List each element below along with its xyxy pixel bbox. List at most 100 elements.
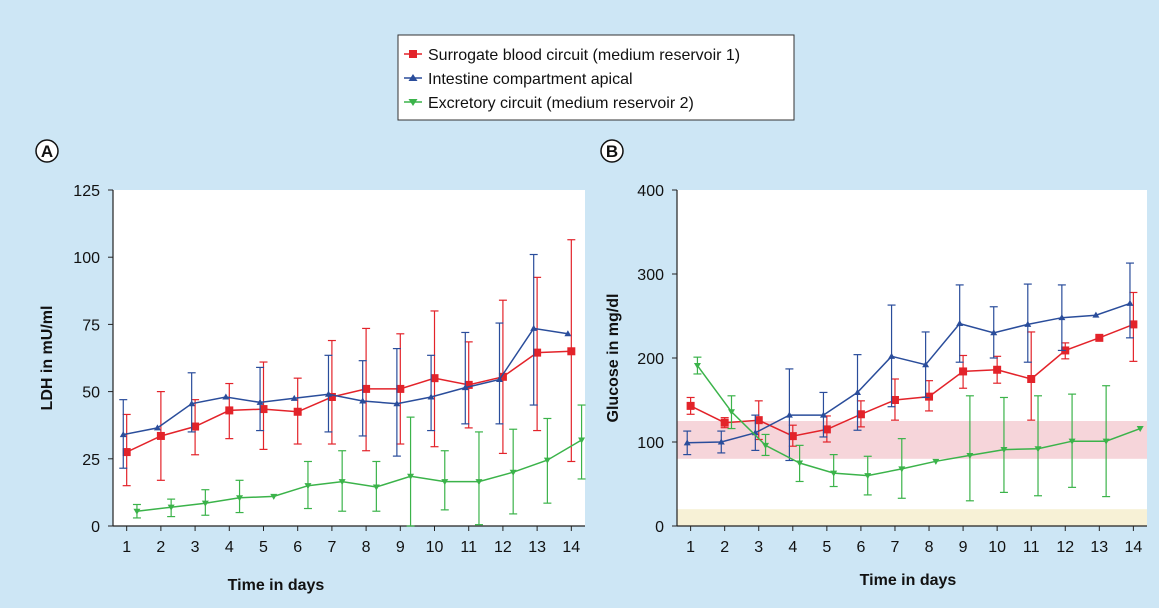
panel-a-badge xyxy=(35,139,59,163)
panel-b-excretory-point xyxy=(932,458,940,465)
panel-b-intestine-point xyxy=(854,388,862,395)
panel-b-excretory-point xyxy=(898,466,906,473)
panel-b-surrogate-point xyxy=(788,432,797,441)
panel-a-surrogate-point xyxy=(430,374,439,383)
panel-a-series-surrogate xyxy=(122,239,576,487)
legend-marker-surrogate xyxy=(409,50,417,58)
panel-b-intestine-point xyxy=(1058,314,1066,321)
panel-b-band-1 xyxy=(677,509,1147,526)
panel-b-intestine-point xyxy=(785,411,793,418)
panel-b-y-tick-label: 400 xyxy=(637,183,664,200)
panel-a-surrogate-point xyxy=(567,347,576,356)
panel-b-surrogate-point xyxy=(754,416,763,425)
panel-a-x-tick-label: 14 xyxy=(562,539,580,556)
legend: Surrogate blood circuit (medium reservoi… xyxy=(397,34,795,121)
panel-b-excretory-point xyxy=(727,409,735,416)
panel-b-excretory-point xyxy=(1102,438,1110,445)
panel-b-x-tick-label: 1 xyxy=(686,539,695,556)
panel-a-x-tick-label: 8 xyxy=(362,539,371,556)
panel-b-excretory-point xyxy=(864,473,872,480)
panel-b-surrogate-point xyxy=(822,425,831,434)
panel-b-y-tick-label: 100 xyxy=(637,435,664,452)
panel-b-x-tick-label: 5 xyxy=(822,539,831,556)
panel-a-intestine-point xyxy=(324,390,332,397)
panel-b-x-tick-label: 13 xyxy=(1090,539,1108,556)
panel-b-intestine-point xyxy=(956,320,964,327)
panel-a-intestine-point xyxy=(119,431,127,438)
panel-b-intestine-point xyxy=(1092,311,1100,318)
panel-b-excretory-line xyxy=(696,365,1141,477)
panel-a-excretory-point xyxy=(236,495,244,502)
panel-a-surrogate-point xyxy=(191,422,200,431)
panel-b-surrogate-point xyxy=(1095,333,1104,342)
panel-b-intestine-point xyxy=(819,411,827,418)
panel-a-excretory-point xyxy=(133,508,141,515)
panel-a-intestine-point xyxy=(359,397,367,404)
panel-b-surrogate-point xyxy=(856,410,865,419)
panel-a-intestine-point xyxy=(222,393,230,400)
panel-a-intestine-point xyxy=(530,324,538,331)
panel-a-excretory-point xyxy=(304,483,312,490)
panel-b-intestine-point xyxy=(990,329,998,336)
panel-a-surrogate-point xyxy=(259,405,268,414)
panel-a-x-tick-label: 2 xyxy=(156,539,165,556)
panel-b-x-tick-label: 7 xyxy=(891,539,900,556)
panel-a-x-tick-label: 7 xyxy=(327,539,336,556)
legend-marker-intestine xyxy=(408,74,418,81)
panel-a-y-tick-label: 100 xyxy=(73,250,100,267)
panel-b-intestine-point xyxy=(1126,299,1134,306)
panel-b-x-tick-label: 3 xyxy=(754,539,763,556)
panel-b-excretory-point xyxy=(1000,447,1008,454)
panel-a-letter: A xyxy=(41,142,53,161)
panel-a-excretory-point xyxy=(441,479,449,486)
panel-a-intestine-point xyxy=(461,384,469,391)
panel-a-intestine-point xyxy=(564,330,572,337)
panel-b-y-axis-title: Glucose in mg/dl xyxy=(605,294,622,423)
panel-a-intestine-point xyxy=(427,393,435,400)
panel-b-x-tick-label: 4 xyxy=(788,539,797,556)
panel-a-x-tick-label: 9 xyxy=(396,539,405,556)
panel-b-surrogate-point xyxy=(925,392,934,401)
panel-b-intestine-point xyxy=(717,438,725,445)
panel-a-intestine-point xyxy=(153,424,161,431)
legend-item-excretory: Excretory circuit (medium reservoir 2) xyxy=(404,95,694,112)
panel-a-intestine-point xyxy=(290,394,298,401)
panel-a-surrogate-point xyxy=(362,384,371,393)
panel-a-series-excretory xyxy=(132,404,586,527)
panel-b-badge xyxy=(600,139,624,163)
panel-a-surrogate-line xyxy=(126,350,572,453)
panel-b-excretory-point xyxy=(1136,426,1144,433)
panel-b-excretory-point xyxy=(1034,446,1042,453)
panel-b-intestine-point xyxy=(922,361,930,368)
panel-a-intestine-point xyxy=(495,376,503,383)
panel-b-y-tick-label: 200 xyxy=(637,351,664,368)
panel-a-surrogate-point xyxy=(122,448,131,457)
panel-b-excretory-point xyxy=(966,452,974,459)
panel-a-intestine-line xyxy=(123,327,569,436)
panel-b-excretory-point xyxy=(693,363,701,370)
panel-a-y-tick-label: 0 xyxy=(91,519,100,536)
panel-a-surrogate-point xyxy=(533,348,542,357)
panel-a-series-intestine xyxy=(119,253,572,469)
panel-b-intestine-point xyxy=(888,352,896,359)
legend-item-intestine: Intestine compartment apical xyxy=(404,71,633,88)
panel-b-series-excretory xyxy=(693,356,1144,502)
panel-b-excretory-point xyxy=(1068,438,1076,445)
panel-a-surrogate-point xyxy=(464,380,473,389)
panel-a-excretory-point xyxy=(475,479,483,486)
panel-a-intestine-point xyxy=(393,400,401,407)
panel-a-excretory-point xyxy=(543,457,551,464)
panel-a-excretory-point xyxy=(167,504,175,511)
panel-a-x-tick-label: 6 xyxy=(293,539,302,556)
panel-b-intestine-point xyxy=(683,439,691,446)
panel-a-y-tick-label: 75 xyxy=(82,317,100,334)
panel-b-x-tick-label: 10 xyxy=(988,539,1006,556)
panel-b-letter: B xyxy=(606,142,618,161)
panel-b-surrogate-point xyxy=(1129,320,1138,329)
panel-a-excretory-point xyxy=(578,437,586,444)
